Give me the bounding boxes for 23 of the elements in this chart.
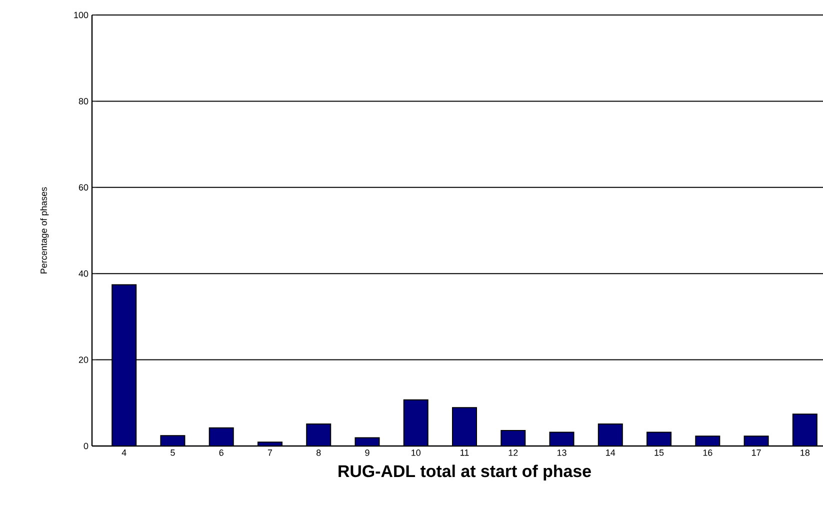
y-tick-label: 100 — [74, 12, 88, 18]
y-tick-label: 40 — [78, 270, 88, 277]
x-tick-label: 4 — [122, 450, 126, 456]
x-tick-label: 16 — [703, 450, 712, 456]
x-tick-label: 13 — [557, 450, 566, 456]
x-axis-title: RUG-ADL total at start of phase — [338, 464, 591, 480]
x-tick-label: 10 — [412, 450, 421, 456]
y-axis-title: Percentage of phases — [40, 187, 49, 274]
x-tick-label: 17 — [752, 450, 761, 456]
y-tick-label: 80 — [78, 98, 88, 104]
x-tick-label: 15 — [654, 450, 664, 456]
y-tick-label: 60 — [78, 184, 88, 191]
x-tick-label: 12 — [508, 450, 518, 456]
x-tick-label: 18 — [800, 450, 810, 456]
x-tick-label: 6 — [219, 450, 224, 456]
x-tick-label: 14 — [606, 450, 616, 456]
x-tick-label: 8 — [316, 450, 321, 456]
x-tick-label: 7 — [268, 450, 272, 456]
y-tick-label: 20 — [78, 356, 88, 363]
x-tick-label: 11 — [460, 450, 469, 456]
x-tick-label: 9 — [365, 450, 370, 456]
y-tick-label: 0 — [84, 442, 88, 450]
x-tick-label: 5 — [170, 450, 175, 456]
